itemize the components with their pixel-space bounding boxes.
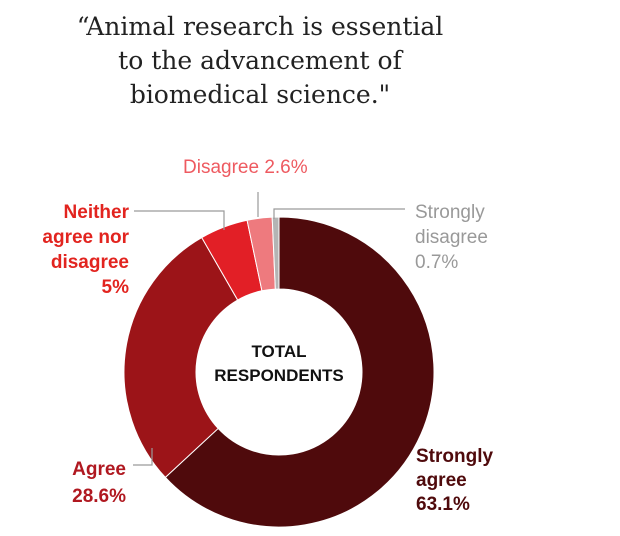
slice-agree	[123, 236, 239, 479]
label-neither-agree-nor-disagree-line-4: 5%	[102, 277, 130, 298]
label-strongly-disagree: Strongly disagree 0.7%	[415, 202, 488, 273]
chart-title-line-2: to the advancement of	[118, 46, 402, 75]
donut-slices	[123, 216, 435, 528]
label-disagree-line-1: Disagree 2.6%	[183, 157, 308, 178]
label-neither-agree-nor-disagree: Neither agree nor disagree 5%	[42, 202, 129, 298]
slice-labels: Strongly agree 63.1% Agree 28.6% Neither agree…	[42, 157, 493, 515]
label-strongly-disagree-line-3: 0.7%	[415, 252, 458, 273]
leader-line-strongly-disagree	[273, 208, 405, 219]
label-agree-line-2: 28.6%	[72, 486, 126, 507]
label-strongly-disagree-line-1: Strongly	[415, 202, 485, 223]
chart-title-line-1: “Animal research is essential	[76, 12, 444, 41]
label-strongly-disagree-line-2: disagree	[415, 227, 488, 248]
chart-title-line-3: biomedical science."	[129, 80, 391, 109]
center-label-line-1: TOTAL	[251, 342, 306, 361]
label-strongly-agree: Strongly agree 63.1%	[416, 446, 493, 515]
label-agree-line-1: Agree	[72, 459, 126, 480]
leader-lines	[133, 192, 405, 466]
label-neither-agree-nor-disagree-line-2: agree nor	[42, 227, 129, 248]
leader-line-agree	[133, 448, 153, 466]
label-strongly-agree-line-2: agree	[416, 470, 467, 491]
slice-strongly-agree	[164, 216, 435, 528]
label-agree: Agree 28.6%	[72, 459, 126, 507]
leader-line-neither-agree-nor-disagree	[134, 210, 225, 230]
label-strongly-agree-line-3: 63.1%	[416, 494, 470, 515]
label-strongly-agree-line-1: Strongly	[416, 446, 493, 467]
chart-title: “Animal research is essential to the adv…	[60, 10, 460, 112]
label-neither-agree-nor-disagree-line-3: disagree	[51, 252, 129, 273]
center-label-line-2: RESPONDENTS	[214, 366, 343, 385]
label-disagree: Disagree 2.6%	[183, 157, 308, 178]
label-neither-agree-nor-disagree-line-1: Neither	[64, 202, 130, 223]
